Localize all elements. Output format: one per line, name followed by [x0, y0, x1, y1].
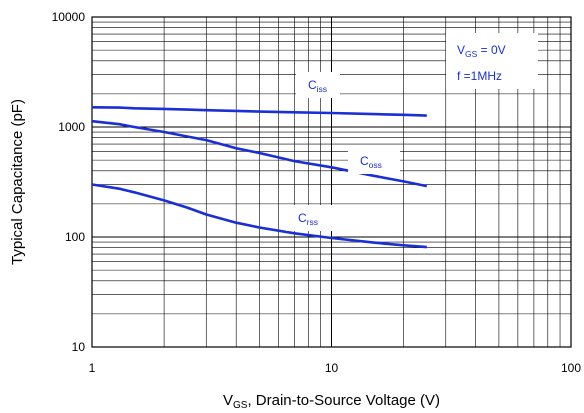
x-axis-label: VGS, Drain-to-Source Voltage (V) — [223, 392, 440, 411]
x-tick-label: 1 — [89, 361, 96, 375]
y-tick-label: 10 — [72, 340, 86, 354]
series-label-sub: iss — [317, 84, 327, 94]
y-tick-label: 100 — [65, 230, 85, 244]
series-label-sub: rss — [307, 217, 318, 227]
x-axis-label-sub: GS — [233, 400, 248, 411]
x-axis-ticks: 1 10 100 — [89, 361, 582, 375]
y-axis-ticks: 10 100 1000 10000 — [52, 10, 86, 354]
x-axis-label-main: V — [223, 392, 233, 409]
series-label-main: C — [298, 211, 307, 225]
x-tick-label: 10 — [325, 361, 339, 375]
x-axis-label-rest: , Drain-to-Source Voltage (V) — [247, 392, 440, 409]
y-tick-label: 1000 — [58, 120, 85, 134]
x-tick-label: 100 — [561, 361, 581, 375]
legend-vgs-sub: GS — [465, 49, 478, 59]
legend-vgs-main: V — [457, 43, 465, 57]
legend-frequency-label: f =1MHz — [457, 69, 502, 83]
legend-vgs-label: VGS = 0V — [457, 43, 506, 59]
y-tick-label: 10000 — [52, 10, 86, 24]
series-label-main: C — [360, 154, 369, 168]
series-label-main: C — [308, 78, 317, 92]
y-axis-label: Typical Capacitance (pF) — [9, 99, 26, 265]
legend-vgs-rest: = 0V — [477, 43, 505, 57]
series-label-sub: oss — [369, 160, 382, 170]
